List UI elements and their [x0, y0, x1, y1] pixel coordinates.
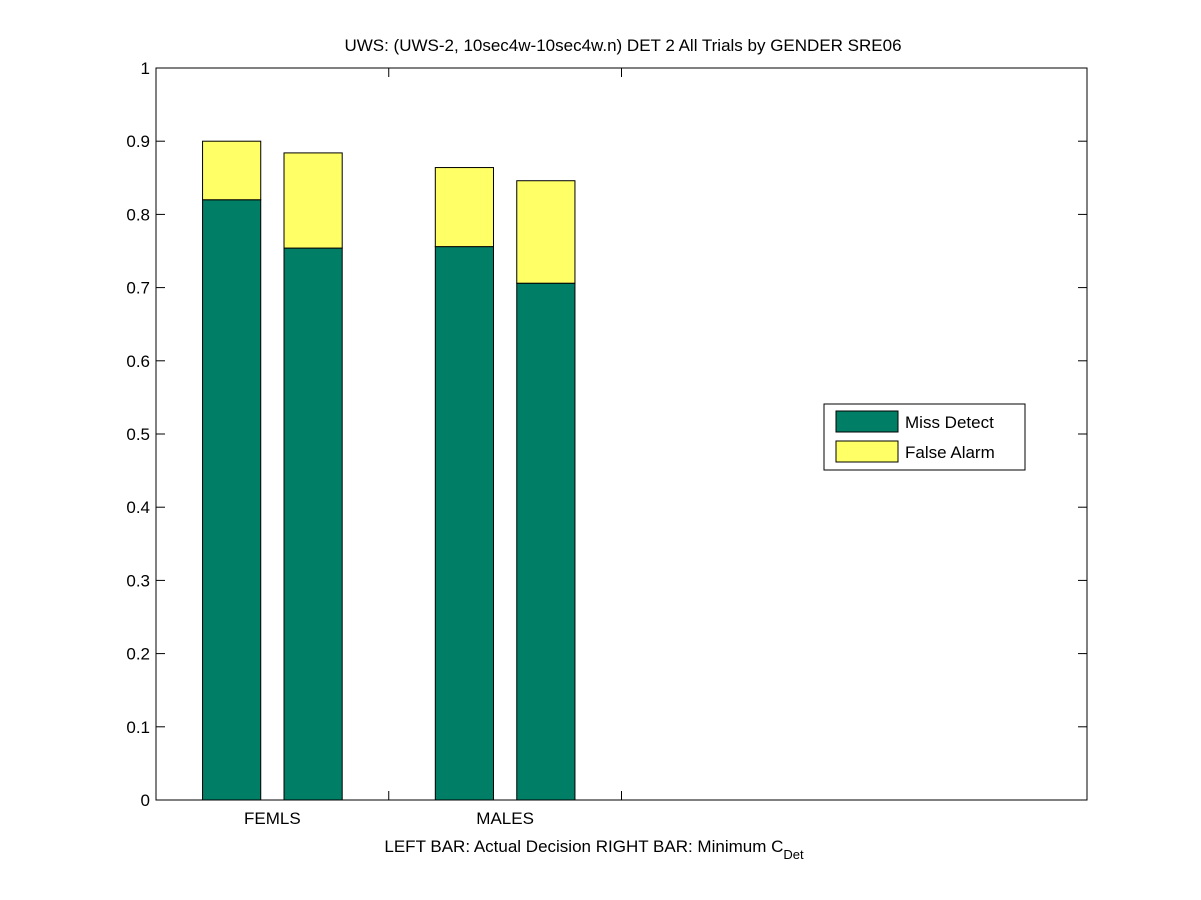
- ticks-layer: 0 0.1 0.2 0.3 0.4 0.5 0.6 0.7 0.8 0.9 1 FEMLS MALES: [126, 59, 1087, 828]
- plot-frame: [155, 67, 1088, 801]
- x-axis-label: LEFT BAR: Actual Decision RIGHT BAR: Min…: [384, 837, 804, 862]
- y-tick-label: 0.7: [126, 279, 150, 298]
- y-tick-label: 0.6: [126, 352, 150, 371]
- bar-false-alarm-femls-0: [202, 140, 262, 201]
- y-tick-label: 0: [141, 791, 150, 810]
- bar-miss-detect-males-2: [434, 246, 494, 801]
- legend-swatch-false-alarm: [835, 440, 899, 463]
- y-tick-label: 0.5: [126, 425, 150, 444]
- legend-label-false-alarm: False Alarm: [905, 443, 995, 462]
- bar-miss-detect-femls-0: [202, 199, 262, 801]
- bar-false-alarm-femls-1: [283, 152, 343, 249]
- y-tick-label: 0.9: [126, 132, 150, 151]
- y-tick-label: 1: [141, 59, 150, 78]
- legend: Miss Detect False Alarm: [823, 403, 1026, 471]
- bar-false-alarm-males-3: [516, 180, 576, 284]
- x-axis-label-main: LEFT BAR: Actual Decision RIGHT BAR: Min…: [384, 837, 783, 856]
- bar-false-alarm-males-2: [434, 167, 494, 248]
- y-tick-label: 0.4: [126, 498, 150, 517]
- legend-label-miss-detect: Miss Detect: [905, 413, 994, 432]
- bars-layer: [202, 140, 576, 801]
- chart-title: UWS: (UWS-2, 10sec4w-10sec4w.n) DET 2 Al…: [344, 36, 901, 55]
- legend-swatch-miss-detect: [835, 410, 899, 433]
- y-tick-label: 0.3: [126, 571, 150, 590]
- y-tick-label: 0.8: [126, 205, 150, 224]
- bar-miss-detect-males-3: [516, 282, 576, 801]
- y-tick-label: 0.1: [126, 718, 150, 737]
- x-category-label-femls: FEMLS: [244, 809, 301, 828]
- y-tick-label: 0.2: [126, 645, 150, 664]
- bar-miss-detect-femls-1: [283, 247, 343, 801]
- x-category-label-males: MALES: [476, 809, 534, 828]
- x-axis-label-subscript: Det: [783, 847, 804, 862]
